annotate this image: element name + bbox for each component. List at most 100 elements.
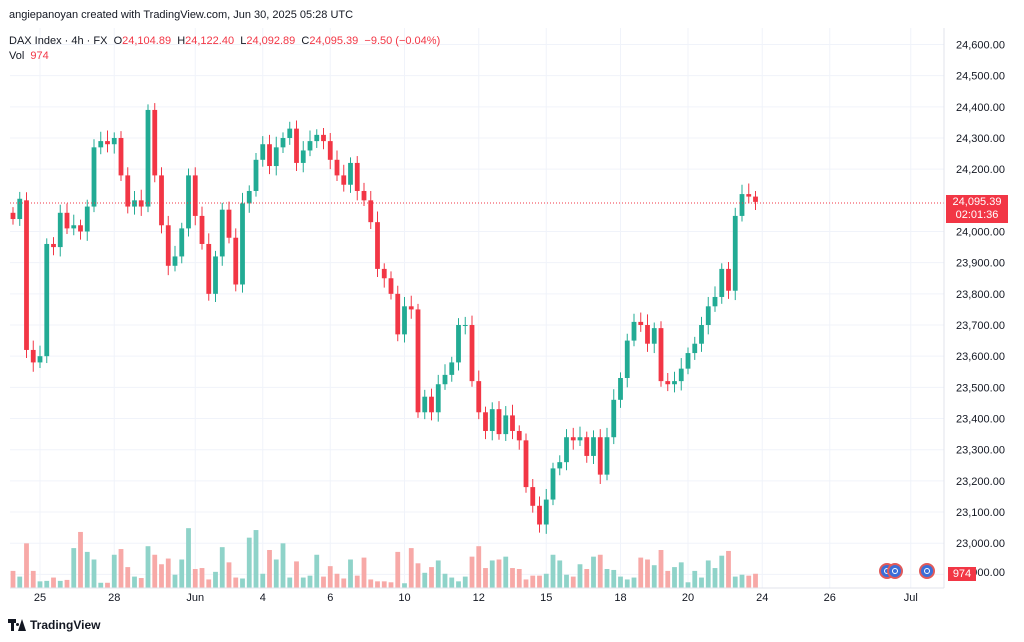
volume-bar (132, 576, 137, 588)
candle-body (712, 296, 718, 307)
candle-body (638, 321, 644, 326)
volume-bar (604, 569, 610, 588)
volume-bar (611, 569, 617, 588)
volume-bar (78, 531, 83, 588)
time-tick-label: 15 (540, 592, 552, 604)
candle-body (17, 198, 23, 220)
volume-bar (186, 528, 191, 588)
volume-bar (341, 578, 347, 588)
economic-event-icon[interactable] (919, 563, 935, 579)
tradingview-logo[interactable]: TradingView (8, 618, 100, 632)
time-tick-label: 4 (260, 592, 266, 604)
volume-bar (638, 557, 644, 588)
candle-body (388, 278, 394, 294)
candle-body (503, 415, 509, 435)
candle-body (402, 306, 407, 335)
candle-body (267, 144, 272, 167)
candle-body (152, 109, 158, 176)
time-tick-label: 25 (34, 592, 46, 604)
volume-bar (17, 576, 23, 588)
candle-body (678, 368, 684, 382)
economic-event-icon[interactable] (887, 563, 903, 579)
candle-body (530, 487, 536, 506)
candle-body (334, 159, 340, 176)
volume-bar (91, 559, 97, 588)
volume-bar (84, 551, 90, 588)
volume-bar (678, 562, 684, 588)
candle-body (51, 243, 56, 248)
volume-bar (213, 571, 218, 588)
time-tick-label: 28 (108, 592, 120, 604)
candle-body (597, 437, 603, 475)
volume-bar (226, 562, 232, 588)
volume-bar (179, 559, 185, 588)
price-tick-label: 23,600.00 (956, 351, 1005, 363)
candle-body (71, 225, 77, 229)
last-price-badge: 24,095.39 02:01:36 (946, 195, 1008, 223)
candle-body (240, 203, 245, 285)
candle-body (219, 209, 225, 257)
candle-body (442, 374, 448, 385)
candle-body (253, 159, 259, 191)
volume-bar (98, 582, 104, 588)
volume-bar (307, 575, 313, 588)
volume-bar (111, 554, 117, 588)
candle-body (226, 209, 232, 238)
volume-bar (246, 537, 252, 588)
candle-body (564, 437, 569, 463)
candle-body (10, 212, 16, 220)
volume-bar (462, 576, 468, 588)
price-tick-label: 23,100.00 (956, 507, 1005, 519)
volume-bar (125, 567, 131, 588)
volume-bar (435, 560, 441, 588)
volume-bar (726, 550, 731, 588)
volume-legend: Vol 974 (9, 50, 49, 62)
candle-body (395, 293, 401, 335)
candle-body (537, 505, 542, 525)
candle-body (618, 377, 623, 400)
candle-body (672, 381, 677, 385)
volume-bar (732, 576, 738, 588)
price-tick-label: 24,400.00 (956, 102, 1005, 114)
price-tick-label: 23,400.00 (956, 414, 1005, 426)
time-tick-label: 12 (473, 592, 485, 604)
volume-bar (672, 567, 677, 588)
candle-body (111, 137, 117, 145)
volume-bar (746, 575, 752, 588)
candle-body (624, 340, 630, 378)
candle-body (462, 325, 468, 327)
close-label: C (301, 35, 310, 47)
candle-body (368, 200, 374, 223)
change-value: −9.50 (−0.04%) (364, 35, 441, 47)
volume-bar (415, 563, 421, 588)
low-label: L (240, 35, 247, 47)
price-tick-label: 23,800.00 (956, 289, 1005, 301)
volume-bar (537, 575, 542, 588)
volume-bar (368, 579, 374, 588)
volume-bar (570, 576, 576, 588)
volume-bar (624, 579, 630, 588)
candle-body (314, 134, 320, 142)
volume-bar (71, 548, 77, 588)
candle-body (192, 175, 198, 216)
tradingview-logo-icon (8, 619, 26, 631)
volume-bar (456, 581, 461, 588)
volume-bar (273, 559, 279, 588)
volume-bar (361, 557, 367, 588)
candle-body (165, 225, 171, 266)
candle-body (118, 137, 124, 176)
volume-bar (348, 559, 353, 588)
candle-body (692, 343, 698, 354)
candle-body (91, 147, 97, 207)
price-tick-label: 24,600.00 (956, 39, 1005, 51)
candle-body (64, 212, 70, 229)
symbol-label: DAX Index · 4h · FX (9, 35, 108, 47)
price-axis[interactable]: 24,600.00 24,500.00 24,400.00 24,300.00 24,2… (956, 39, 1005, 579)
volume-bar (651, 565, 657, 588)
time-axis[interactable]: 25 28 Jun 4 6 10 12 15 18 20 24 26 Jul (34, 592, 918, 604)
volume-bar (314, 554, 320, 588)
volume-bar (24, 543, 29, 588)
volume-bar (503, 556, 509, 588)
volume-badge: 974 (948, 567, 976, 581)
